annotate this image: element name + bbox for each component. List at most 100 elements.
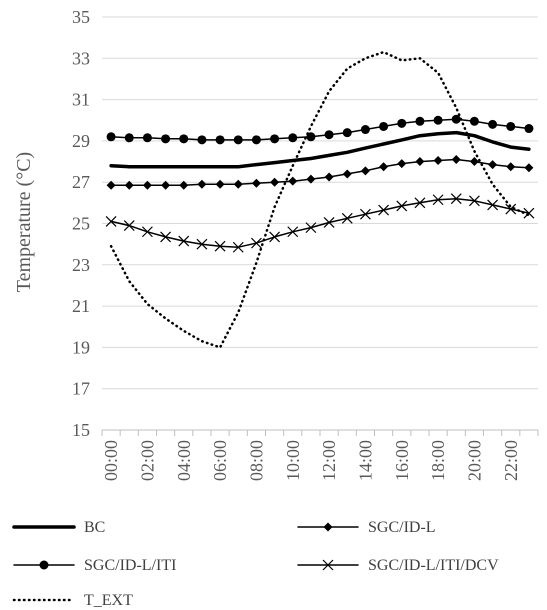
x-marker: [359, 208, 371, 220]
x-marker: [232, 241, 244, 253]
x-marker: [523, 207, 535, 219]
circle-marker: [288, 133, 298, 143]
y-tick-label: 25: [72, 214, 90, 234]
diamond-marker: [397, 159, 407, 169]
x-marker: [250, 237, 262, 249]
x-tick-label: 18:00: [428, 440, 448, 481]
circle-marker: [215, 135, 225, 145]
x-marker: [269, 231, 281, 243]
y-tick-label: 27: [72, 172, 90, 192]
x-tick-label: 08:00: [246, 440, 266, 481]
circle-marker: [106, 132, 116, 142]
diamond-marker: [288, 176, 298, 186]
diamond-marker: [451, 154, 461, 164]
diamond-marker: [524, 163, 534, 173]
x-tick-label: 00:00: [101, 440, 121, 481]
circle-marker: [161, 134, 171, 144]
circle-marker: [270, 134, 280, 144]
diamond-marker: [215, 179, 225, 189]
circle-marker: [39, 560, 49, 570]
y-tick-labels: 15 17 19 21 23 25 27 29 31 33 35: [72, 7, 90, 440]
x-tick-label: 12:00: [319, 440, 339, 481]
x-marker: [432, 194, 444, 206]
circle-marker: [469, 116, 479, 126]
diamond-marker: [124, 180, 134, 190]
legend-item: BC: [12, 519, 105, 536]
x-marker: [214, 240, 226, 252]
x-tick-label: 16:00: [392, 440, 412, 481]
diamond-marker: [233, 179, 243, 189]
circle-marker: [451, 114, 461, 124]
x-marker: [505, 203, 517, 215]
circle-marker: [433, 115, 443, 125]
diamond-marker: [106, 180, 116, 190]
diamond-marker: [251, 178, 261, 188]
diamond-marker: [270, 177, 280, 187]
diamond-marker: [415, 157, 425, 167]
x-tick-label: 14:00: [355, 440, 375, 481]
legend-item: T_EXT: [12, 592, 133, 609]
x-marker: [305, 222, 317, 234]
y-axis-label: Temperature (°C): [13, 152, 35, 292]
series-bc: [109, 130, 531, 169]
y-tick-label: 19: [72, 337, 90, 357]
y-tick-label: 17: [72, 379, 90, 399]
series-group: [105, 50, 535, 349]
circle-marker: [324, 130, 334, 140]
x-marker: [322, 559, 334, 571]
x-marker: [468, 195, 480, 207]
x-tick-label: 20:00: [464, 440, 484, 481]
circle-marker: [251, 135, 261, 145]
diamond-marker: [342, 169, 352, 179]
diamond-marker: [379, 162, 389, 172]
legend-item: SGC/ID-L/ITI: [13, 557, 176, 574]
x-marker: [487, 199, 499, 211]
x-marker: [178, 235, 190, 247]
diamond-marker: [323, 522, 333, 532]
circle-marker: [306, 132, 316, 142]
circle-marker: [506, 121, 516, 131]
x-marker: [141, 226, 153, 238]
x-tick-label: 10:00: [283, 440, 303, 481]
legend-label: T_EXT: [84, 592, 133, 609]
circle-marker: [124, 133, 134, 143]
diamond-marker: [306, 174, 316, 184]
circle-marker: [415, 116, 425, 126]
diamond-marker: [506, 162, 516, 172]
series-line: [110, 158, 530, 187]
x-tick-label: 02:00: [137, 440, 157, 481]
circle-marker: [524, 124, 534, 134]
legend-label: BC: [84, 519, 105, 536]
x-tick-label: 04:00: [174, 440, 194, 481]
circle-marker: [342, 128, 352, 138]
legend-label: SGC/ID-L/ITI/DCV: [368, 557, 499, 574]
x-marker: [450, 193, 462, 205]
x-marker: [396, 200, 408, 212]
series-line: [109, 130, 531, 169]
y-tick-label: 35: [72, 7, 90, 27]
x-marker: [160, 231, 172, 243]
x-marker: [378, 204, 390, 216]
series-t-ext: [109, 50, 531, 349]
circle-marker: [179, 134, 189, 144]
diamond-marker: [488, 160, 498, 170]
x-marker: [123, 220, 135, 231]
x-tick-label: 06:00: [210, 440, 230, 481]
legend-item: SGC/ID-L: [297, 519, 436, 536]
y-tick-label: 33: [72, 48, 90, 68]
y-tick-label: 15: [72, 420, 90, 440]
circle-marker: [379, 121, 389, 131]
x-marker: [287, 226, 299, 238]
legend-label: SGC/ID-L: [368, 519, 436, 536]
y-tick-label: 21: [72, 296, 90, 316]
series-sgc-id-l: [106, 154, 534, 190]
series-line: [110, 197, 530, 248]
circle-marker: [488, 119, 498, 129]
x-tick-labels: 00:00 02:00 04:00 06:00 08:00 10:00 12:00 14:00…: [101, 440, 521, 481]
series-sgc-id-l-iti-dcv: [105, 193, 535, 253]
y-tick-label: 23: [72, 255, 90, 275]
y-tick-label: 29: [72, 131, 90, 151]
legend-label: SGC/ID-L/ITI: [84, 557, 176, 574]
circle-marker: [397, 118, 407, 128]
